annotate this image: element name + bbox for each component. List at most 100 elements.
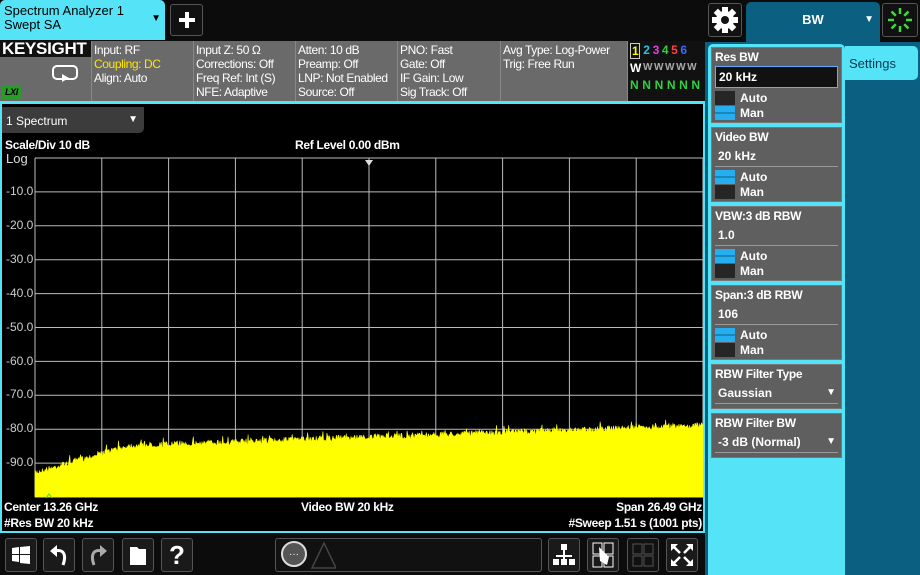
- touch-button[interactable]: [587, 538, 619, 572]
- info-col-input[interactable]: Input: RF Coupling: DC Align: Auto: [92, 41, 194, 101]
- scale-type-label: Log: [6, 151, 28, 166]
- toggle-indicator: [715, 90, 735, 105]
- info-if-gain: IF Gain: Low: [400, 71, 464, 85]
- keysight-logo: KEYSIGHT: [0, 40, 91, 57]
- menu-bw-dropdown[interactable]: BW ▼: [746, 2, 880, 42]
- vbw-rbw-input[interactable]: 1.0: [715, 225, 838, 246]
- trace-1-number[interactable]: 1: [630, 43, 641, 59]
- trace-6-number[interactable]: 6: [680, 43, 687, 57]
- y-axis-label: -70.0: [6, 387, 34, 402]
- info-coupling: Coupling: DC: [94, 57, 161, 71]
- dropdown-value: -3 dB (Normal): [718, 435, 801, 449]
- res-bw-input[interactable]: 20 kHz: [715, 66, 838, 88]
- screen-switch-icon[interactable]: [52, 65, 78, 85]
- trace-2-detector: N: [642, 78, 651, 92]
- video-bw-man[interactable]: Man: [715, 184, 838, 199]
- trace-4-number[interactable]: 4: [661, 43, 669, 57]
- undo-button[interactable]: [43, 538, 75, 572]
- info-source: Source: Off: [298, 85, 355, 99]
- toggle-indicator: [715, 327, 735, 342]
- file-button[interactable]: [122, 538, 154, 572]
- trace-4-detector: N: [666, 78, 676, 92]
- rbw-filter-bw-title: RBW Filter BW: [715, 416, 796, 430]
- help-button[interactable]: ?: [161, 538, 193, 572]
- trace-1-detector: N: [630, 78, 639, 92]
- info-nfe: NFE: Adaptive: [196, 85, 268, 99]
- toggle-indicator: [715, 169, 735, 184]
- option-label: Man: [740, 105, 764, 120]
- undo-icon: [50, 545, 67, 566]
- span-rbw-input[interactable]: 106: [715, 304, 838, 325]
- trace-3-type: W: [653, 62, 664, 73]
- info-col-avg[interactable]: Avg Type: Log-Power Trig: Free Run: [501, 41, 628, 101]
- span-label[interactable]: Span 26.49 GHz: [616, 500, 702, 514]
- rbw-filter-type-dropdown[interactable]: Gaussian ▼: [715, 383, 838, 404]
- scale-div-label[interactable]: Scale/Div 10 dB: [5, 138, 90, 152]
- video-bw-group: Video BW 20 kHz Auto Man: [711, 127, 842, 202]
- add-screen-button[interactable]: [170, 4, 203, 36]
- vbw-rbw-auto[interactable]: Auto: [715, 248, 838, 263]
- ref-level-label[interactable]: Ref Level 0.00 dBm: [295, 138, 400, 152]
- redo-button[interactable]: [82, 538, 114, 572]
- info-pno: PNO: Fast: [400, 43, 453, 57]
- res-bw-man[interactable]: Man: [715, 105, 838, 120]
- vbw-rbw-man[interactable]: Man: [715, 263, 838, 278]
- vbw-rbw-title: VBW:3 dB RBW: [715, 209, 802, 223]
- info-input: Input: RF: [94, 43, 140, 57]
- tab-settings[interactable]: Settings: [845, 46, 918, 80]
- trace-5-number[interactable]: 5: [671, 43, 678, 57]
- spinner-segment: [903, 23, 910, 30]
- option-label: Man: [740, 184, 764, 199]
- rbw-filter-bw-dropdown[interactable]: -3 dB (Normal) ▼: [715, 432, 838, 453]
- info-col-impedance[interactable]: Input Z: 50 Ω Corrections: Off Freq Ref:…: [194, 41, 296, 101]
- info-input-z: Input Z: 50 Ω: [196, 43, 261, 57]
- info-freq-ref: Freq Ref: Int (S): [196, 71, 276, 85]
- spinner-segment: [890, 23, 897, 30]
- measurement-tab[interactable]: Spectrum Analyzer 1 Swept SA ▼: [0, 0, 165, 40]
- tile-layout-button[interactable]: [548, 538, 580, 572]
- trace-3-number[interactable]: 3: [652, 43, 660, 57]
- sweep-label[interactable]: #Sweep 1.51 s (1001 pts): [568, 516, 702, 530]
- busy-indicator: [882, 3, 918, 37]
- res-bw-title: Res BW: [715, 50, 759, 64]
- span-rbw-auto[interactable]: Auto: [715, 327, 838, 342]
- video-bw-input[interactable]: 20 kHz: [715, 146, 838, 167]
- touch-hand-icon: [592, 542, 614, 568]
- info-sig-track: Sig Track: Off: [400, 85, 467, 99]
- rbw-filter-type-group: RBW Filter Type Gaussian ▼: [711, 364, 842, 409]
- message-area[interactable]: ···: [275, 538, 542, 572]
- video-bw-label[interactable]: Video BW 20 kHz: [301, 500, 394, 514]
- center-freq-label[interactable]: Center 13.26 GHz: [4, 500, 98, 514]
- rbw-filter-type-title: RBW Filter Type: [715, 367, 803, 381]
- y-axis-label: -20.0: [6, 217, 34, 232]
- brand-area: KEYSIGHT LXI: [0, 40, 92, 101]
- toggle-indicator: [715, 184, 735, 199]
- video-bw-auto[interactable]: Auto: [715, 169, 838, 184]
- span-rbw-man[interactable]: Man: [715, 342, 838, 357]
- info-atten: Atten: 10 dB: [298, 43, 360, 57]
- plus-icon: [178, 12, 195, 28]
- window-layout-button[interactable]: [627, 538, 659, 572]
- maximize-button[interactable]: [666, 538, 698, 572]
- toggle-indicator: [715, 248, 735, 263]
- info-col-pno[interactable]: PNO: Fast Gate: Off IF Gain: Low Sig Tra…: [398, 41, 501, 101]
- ref-level-marker: [365, 160, 373, 166]
- layout-icon: [553, 544, 575, 565]
- res-bw-auto[interactable]: Auto: [715, 90, 838, 105]
- windows-icon: [12, 546, 30, 564]
- window-selector-label: 1 Spectrum: [6, 114, 68, 128]
- y-axis-label: -90.0: [6, 455, 34, 470]
- res-bw-label[interactable]: #Res BW 20 kHz: [4, 516, 94, 530]
- trace-2-number[interactable]: 2: [643, 43, 650, 57]
- menu-label: BW: [802, 12, 824, 27]
- settings-info-bar: KEYSIGHT LXI Input: RF Coupling: DC Alig…: [0, 40, 705, 104]
- info-col-atten[interactable]: Atten: 10 dB Preamp: Off LNP: Not Enable…: [296, 41, 398, 101]
- windows-button[interactable]: [5, 538, 37, 572]
- window-selector-dropdown[interactable]: 1 Spectrum ▼: [2, 107, 144, 133]
- trace-4-type: W: [665, 62, 675, 73]
- spectrum-plot[interactable]: [0, 150, 705, 502]
- y-axis-label: -80.0: [6, 421, 34, 436]
- info-align: Align: Auto: [94, 71, 147, 85]
- settings-button[interactable]: [708, 3, 742, 37]
